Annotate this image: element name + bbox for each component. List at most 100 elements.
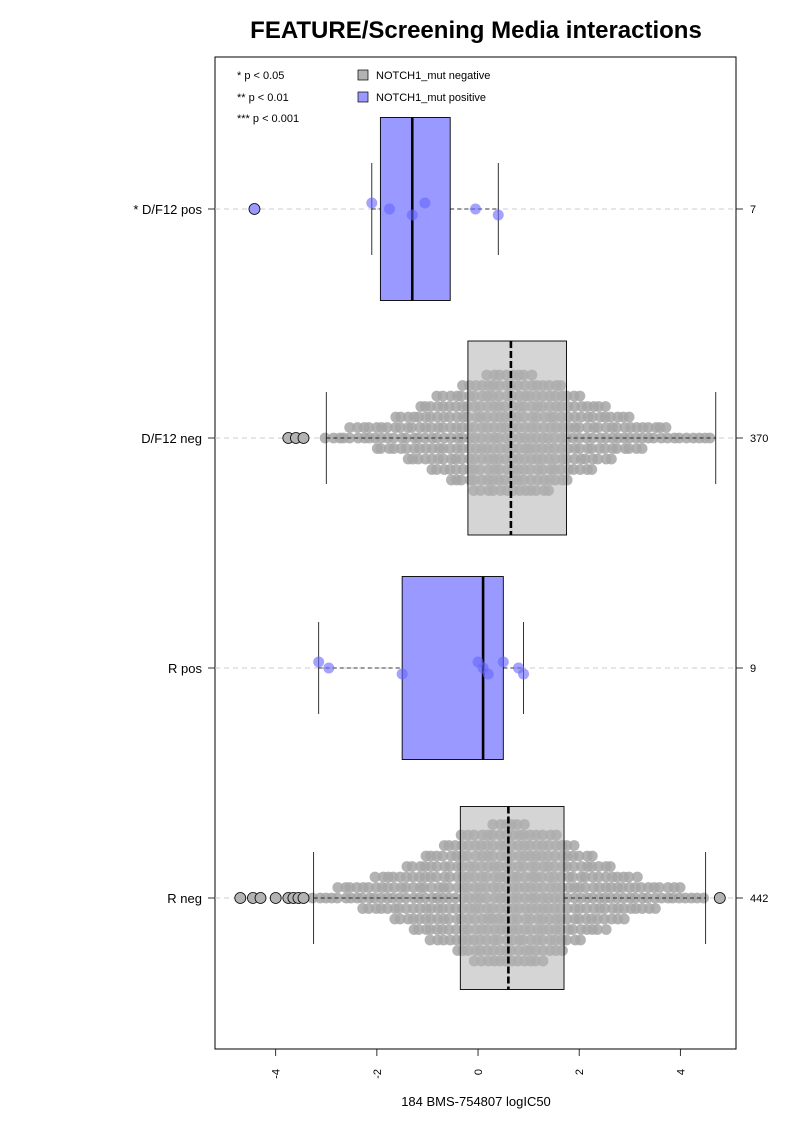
- group-1-swarm-dot-67: [437, 422, 449, 433]
- group-1-swarm-dot-28: [395, 411, 407, 423]
- group-1-swarm-dot-321: [586, 464, 598, 475]
- group-3-outlier-7: [297, 892, 310, 904]
- group-3-swarm-dot-100: [443, 913, 455, 925]
- legend-sig-2: ** p < 0.01: [237, 92, 289, 104]
- group-3-swarm-dot-394: [598, 913, 610, 925]
- group-1-label: D/F12 neg: [141, 431, 202, 446]
- group-2-point-1: [323, 662, 335, 674]
- plot-frame: [214, 56, 737, 1050]
- group-3-label: R neg: [167, 891, 202, 906]
- legend-swatch-negative: [357, 69, 369, 81]
- group-0-point-4: [470, 203, 481, 215]
- group-1-swarm-dot-341: [611, 443, 622, 454]
- group-2-point-0: [313, 656, 325, 668]
- group-1-swarm-dot-73: [437, 390, 449, 402]
- group-3-swarm-dot-368: [580, 882, 591, 893]
- chart-title: FEATURE/Screening Media interactions: [250, 17, 702, 44]
- group-1-swarm-dot-323: [592, 422, 604, 433]
- group-3-swarm-dot-5: [332, 882, 344, 893]
- data-points: [234, 197, 726, 904]
- group-3-swarm-dot-69: [425, 882, 437, 893]
- legend-label-negative: NOTCH1_mut negative: [376, 70, 490, 82]
- group-1-swarm-dot-302: [574, 443, 586, 454]
- x-tick-label-2: 0: [473, 1069, 485, 1075]
- group-3-swarm-dot-21: [369, 871, 381, 883]
- group-3-swarm-dot-101: [444, 861, 456, 872]
- group-1-swarm-dot-56: [425, 401, 436, 412]
- group-3-outlier-3: [269, 892, 282, 904]
- group-3-swarm-dot-412: [618, 913, 630, 925]
- group-2-point-6: [497, 656, 509, 668]
- group-1-swarm-dot-356: [636, 443, 648, 454]
- group-3-swarm-dot-0: [307, 892, 318, 904]
- group-1-swarm-dot-0: [319, 432, 331, 444]
- legend: * p < 0.05 ** p < 0.01 *** p < 0.001 NOT…: [237, 69, 490, 125]
- group-3-swarm-dot-353: [568, 861, 580, 872]
- group-3-swarm-dot-357: [568, 840, 580, 851]
- group-0-point-2: [406, 209, 418, 221]
- group-3-box: [459, 806, 565, 990]
- group-3-outlier-8: [713, 892, 726, 904]
- group-3-swarm-dot-342: [561, 913, 573, 925]
- group-1-swarm-dot-349: [623, 443, 635, 454]
- group-1-swarm-dot-64: [431, 464, 443, 475]
- x-tick-label-3: 2: [574, 1069, 586, 1075]
- group-1-swarm-dot-11: [363, 422, 375, 433]
- group-3-outlier-0: [234, 892, 247, 904]
- group-1-swarm-dot-340: [611, 422, 623, 433]
- group-3-swarm-dot-61: [418, 882, 430, 893]
- group-1-swarm-dot-23: [388, 443, 400, 454]
- group-1-swarm-dot-312: [579, 453, 591, 465]
- x-axis-label: 184 BMS-754807 logIC50: [401, 1094, 551, 1109]
- group-3-swarm-dot-382: [586, 850, 598, 862]
- group-1-swarm-dot-31: [401, 443, 412, 454]
- group-1-swarm-dot-317: [586, 443, 597, 454]
- group-1-swarm-dot-35: [406, 422, 418, 433]
- group-0-point-1: [384, 203, 396, 215]
- group-1-swarm-dot-17: [375, 443, 387, 454]
- group-1-swarm-dot-301: [573, 422, 585, 433]
- group-1-swarm-dot-19: [381, 422, 393, 433]
- group-3-swarm-dot-420: [632, 871, 643, 883]
- group-3-swarm-dot-431: [654, 882, 665, 893]
- group-1-swarm-dot-77: [444, 411, 455, 423]
- group-1-swarm-dot-330: [599, 443, 611, 454]
- group-3-swarm-dot-82: [431, 861, 443, 872]
- legend-sig-3: *** p < 0.001: [237, 113, 299, 125]
- group-1-swarm-dot-364: [660, 422, 672, 433]
- legend-sig-1: * p < 0.05: [237, 70, 284, 82]
- group-3-count: 442: [750, 893, 768, 905]
- group-3-swarm-dot-441: [698, 892, 709, 904]
- x-axis: -4 -2 0 2 4: [271, 1049, 687, 1079]
- group-0-point-0: [366, 197, 378, 209]
- group-3-swarm-dot-402: [604, 861, 616, 872]
- group-3-swarm-dot-93: [437, 850, 448, 862]
- group-1-swarm-dot-21: [388, 432, 399, 444]
- group-0-label: * D/F12 pos: [133, 202, 202, 217]
- group-2-point-8: [518, 668, 530, 680]
- x-tick-label-1: -2: [372, 1069, 384, 1079]
- group-3-swarm-dot-41: [400, 882, 412, 893]
- group-labels: * D/F12 pos 7 D/F12 neg 370 R pos 9 R neg 442: [133, 202, 768, 906]
- group-3-swarm-dot-351: [567, 871, 579, 883]
- x-tick-label-0: -4: [271, 1069, 283, 1079]
- group-3-swarm-dot-16: [363, 882, 374, 893]
- group-2-point-2: [396, 668, 408, 680]
- group-3-swarm-dot-396: [600, 924, 612, 935]
- group-3-swarm-dot-17: [363, 903, 375, 914]
- group-3-swarm-dot-365: [573, 850, 585, 862]
- group-3-swarm-dot-12: [356, 892, 368, 904]
- group-1-swarm-dot-318: [587, 411, 598, 423]
- group-3-swarm-dot-429: [650, 903, 661, 914]
- group-3-swarm-dot-97: [443, 882, 455, 893]
- legend-swatch-positive: [357, 91, 369, 103]
- group-3-swarm-dot-80: [431, 871, 442, 883]
- group-3-swarm-dot-76: [424, 934, 436, 946]
- group-3-swarm-dot-392: [599, 903, 611, 914]
- group-1-count: 370: [750, 433, 768, 445]
- group-3-swarm-dot-369: [581, 903, 592, 914]
- group-1-swarm-dot-5: [344, 422, 356, 433]
- group-3-swarm-dot-370: [579, 871, 591, 883]
- group-1-swarm-dot-307: [574, 390, 586, 402]
